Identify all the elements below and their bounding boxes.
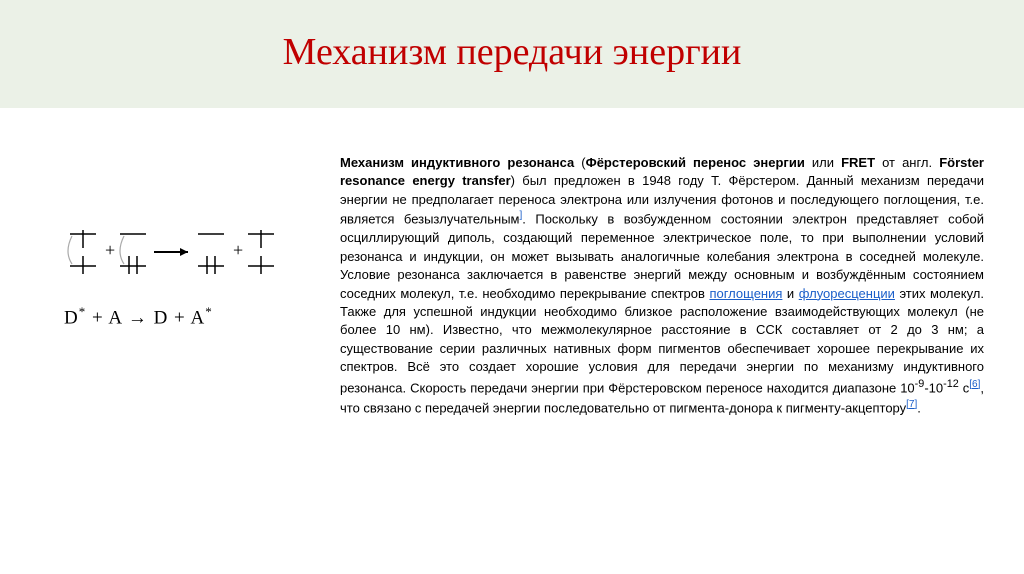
title-banner: Механизм передачи энергии (0, 0, 1024, 108)
term-forster: Фёрстеровский перенос энергии (586, 155, 805, 170)
page-title: Механизм передачи энергии (0, 30, 1024, 74)
svg-text:+: + (233, 240, 243, 260)
term-mechanism: Механизм индуктивного резонанса (340, 155, 574, 170)
orbital-diagram-icon: + + (60, 224, 300, 304)
body-text: Механизм индуктивного резонанса (Фёрстер… (340, 154, 984, 417)
link-absorption[interactable]: поглощения (709, 286, 782, 301)
link-fluorescence[interactable]: флуоресценции (799, 286, 895, 301)
content-area: + + (0, 108, 1024, 437)
ref-7[interactable]: [7] (906, 399, 917, 410)
ref-6[interactable]: [6] (969, 379, 980, 390)
energy-diagram: + + (60, 154, 300, 417)
term-fret: FRET (841, 155, 875, 170)
equation-text: D* + A → D + A* (60, 304, 300, 329)
svg-text:+: + (105, 240, 115, 260)
